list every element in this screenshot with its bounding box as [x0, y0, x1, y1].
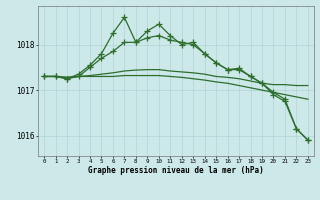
- X-axis label: Graphe pression niveau de la mer (hPa): Graphe pression niveau de la mer (hPa): [88, 166, 264, 175]
